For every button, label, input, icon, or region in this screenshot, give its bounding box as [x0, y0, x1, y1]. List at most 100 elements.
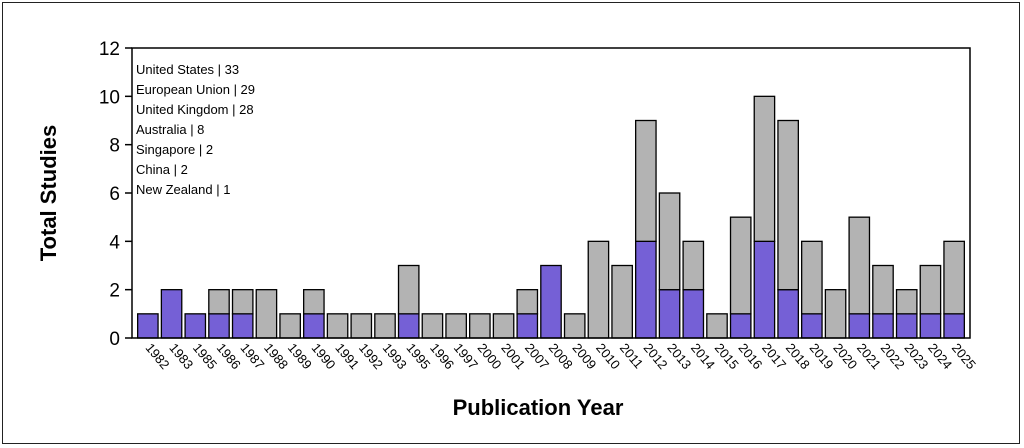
bar-segment-1987-other [231, 289, 254, 315]
x-tick-label: 2001 [498, 340, 528, 372]
x-tick-label: 1988 [261, 340, 291, 372]
x-axis-title: Publication Year [453, 395, 624, 420]
annotation-line: United States | 33 [136, 62, 239, 77]
bar-segment-2023-highlighted [895, 313, 918, 339]
bar-segment-2021-highlighted [848, 313, 871, 339]
bar-segment-1990-other [303, 289, 325, 315]
bar-segment-2025-highlighted [943, 313, 965, 339]
x-tick-label: 2000 [475, 340, 505, 372]
bar-segment-2016-other [729, 216, 752, 315]
bar-segment-2019-highlighted [801, 313, 823, 339]
bar-segment-2012-other [635, 119, 657, 242]
bar-segment-1990-highlighted [303, 313, 325, 339]
bar-segment-2022-highlighted [872, 313, 894, 339]
y-tick-label: 12 [99, 39, 120, 60]
bar-segment-1995-other [397, 264, 420, 315]
bar-segment-1997-other [445, 313, 467, 339]
bar-segment-2025-other [943, 240, 965, 315]
x-tick-label: 1990 [309, 340, 339, 372]
bar-segment-2024-highlighted [919, 313, 942, 339]
bar-segment-1987-highlighted [231, 313, 254, 339]
bar-segment-2010-other [587, 240, 610, 339]
y-tick-label: 2 [109, 281, 120, 302]
x-tick-label: 2015 [712, 340, 742, 372]
x-tick-label: 1983 [166, 340, 196, 372]
x-tick-label: 2021 [854, 340, 884, 372]
y-tick-label: 8 [109, 136, 120, 157]
bar-segment-1983-highlighted [160, 289, 183, 339]
bar-segment-1993-other [374, 313, 396, 339]
bar-segment-2008-highlighted [540, 264, 562, 339]
x-tick-label: 2007 [522, 340, 552, 372]
bar-segment-2000-other [469, 313, 491, 339]
bar-segment-1988-other [255, 289, 278, 339]
x-tick-label: 1997 [451, 340, 481, 372]
x-tick-label: 2013 [664, 340, 694, 372]
bar-segment-2021-other [848, 216, 871, 315]
bar-segment-2019-other [801, 240, 823, 315]
bar-segment-2024-other [919, 264, 942, 315]
bar-segment-2018-highlighted [777, 289, 799, 339]
y-axis: 0 2 4 6 8 10 12 [99, 39, 132, 350]
x-tick-label: 2025 [949, 340, 979, 372]
bar-segment-2020-other [824, 289, 847, 339]
bar-segment-2017-highlighted [753, 240, 776, 339]
bar-segment-1986-highlighted [208, 313, 230, 339]
x-tick-label: 2023 [901, 340, 931, 372]
bar-segment-1986-other [208, 289, 230, 315]
x-tick-label: 2009 [569, 340, 599, 372]
bar-segment-2023-other [895, 289, 918, 315]
y-tick-label: 6 [109, 184, 120, 205]
x-tick-label: 2011 [617, 340, 646, 371]
bar-segment-2013-highlighted [658, 289, 681, 339]
bar-segment-1996-other [421, 313, 444, 339]
annotation-line: European Union | 29 [136, 82, 255, 97]
x-tick-label: 1987 [237, 340, 267, 372]
bar-segment-2011-other [611, 264, 633, 339]
y-tick-label: 10 [99, 87, 120, 108]
x-tick-label: 2008 [546, 340, 576, 372]
x-tick-label: 2017 [759, 340, 789, 372]
bar-segment-2001-other [492, 313, 515, 339]
y-tick-label: 4 [109, 232, 120, 253]
annotation-line: Australia | 8 [136, 122, 204, 137]
bar-segment-2018-other [777, 119, 799, 291]
annotation-line: New Zealand | 1 [136, 182, 230, 197]
bar-segment-2013-other [658, 192, 681, 291]
bar-segment-2009-other [563, 313, 586, 339]
x-tick-label: 2016 [735, 340, 765, 372]
x-tick-label: 1993 [380, 340, 410, 372]
x-tick-label: 2019 [807, 340, 837, 372]
x-tick-label: 2010 [593, 340, 623, 372]
bar-segment-1995-highlighted [397, 313, 420, 339]
x-tick-label: 2012 [641, 340, 671, 372]
bar-segment-2015-other [706, 313, 728, 339]
bar-segment-1985-highlighted [184, 313, 207, 339]
country-counts-annotation: United States | 33 European Union | 29 Uni… [136, 62, 255, 197]
annotation-line: China | 2 [136, 162, 188, 177]
bar-segment-2016-highlighted [729, 313, 752, 339]
x-tick-label: 2018 [783, 340, 813, 372]
x-axis: 1982198319851986198719881989199019911992… [143, 340, 979, 372]
x-tick-label: 1996 [427, 340, 457, 372]
bar-segment-1989-other [279, 313, 301, 339]
x-tick-label: 1992 [356, 340, 386, 372]
annotation-line: United Kingdom | 28 [136, 102, 254, 117]
x-tick-label: 2022 [878, 340, 908, 372]
x-tick-label: 2024 [925, 340, 955, 372]
bar-segment-2012-highlighted [635, 240, 657, 339]
bar-segment-2014-highlighted [682, 289, 705, 339]
bar-segment-2017-other [753, 95, 776, 242]
x-tick-label: 1985 [190, 340, 220, 372]
annotation-line: Singapore | 2 [136, 142, 213, 157]
x-tick-label: 1989 [285, 340, 315, 372]
x-tick-label: 1986 [214, 340, 244, 372]
bar-segment-2022-other [872, 264, 894, 315]
y-tick-label: 0 [109, 329, 120, 350]
bar-segment-1982-highlighted [137, 313, 159, 339]
bar-segment-2014-other [682, 240, 705, 291]
bar-segment-2007-other [516, 289, 539, 315]
x-tick-label: 1982 [143, 340, 173, 372]
x-tick-label: 2020 [830, 340, 860, 372]
